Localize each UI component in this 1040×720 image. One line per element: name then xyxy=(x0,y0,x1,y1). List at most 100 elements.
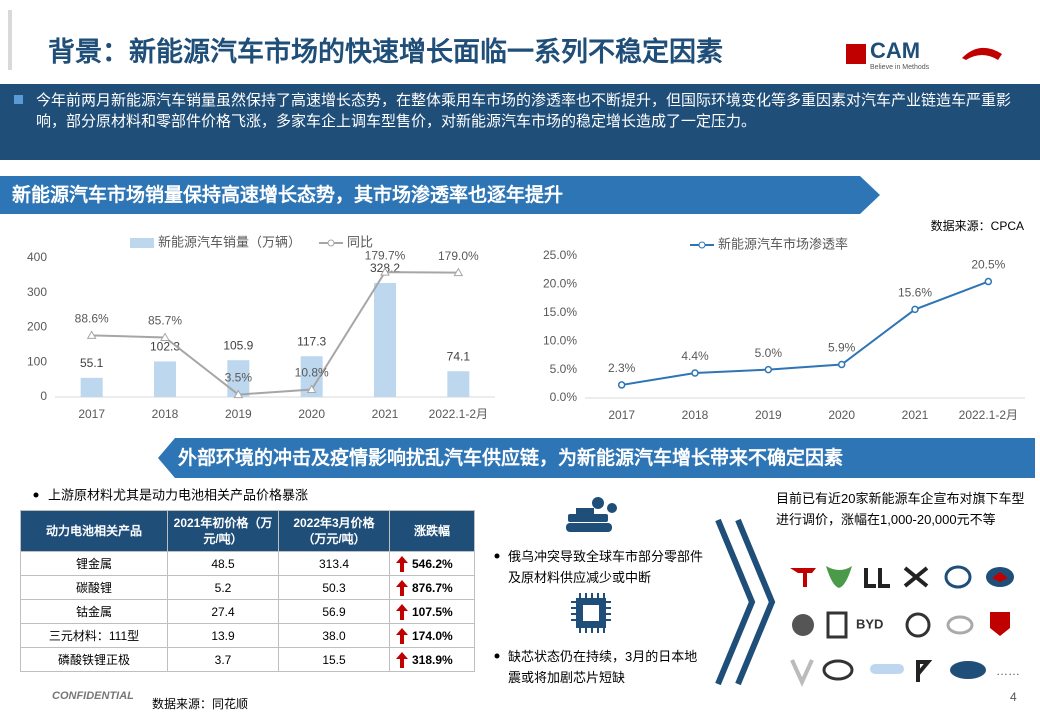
cell: 56.9 xyxy=(278,599,390,624)
cell: 三元材料：111型 xyxy=(20,623,168,648)
header-cell: 涨跌幅 xyxy=(389,510,475,552)
section-banner xyxy=(0,176,880,214)
cell-text: 15.5 xyxy=(322,652,346,667)
up-arrow xyxy=(396,628,408,644)
price-note: 目前已有近20家新能源车企宣布对旗下车型进行调价，涨幅在1,000-20,000… xyxy=(776,491,1025,527)
legend-swatch xyxy=(327,239,335,247)
marker xyxy=(764,365,773,374)
cell: 锂金属 xyxy=(20,551,168,576)
cell-text: 546.2% xyxy=(412,556,453,571)
marker xyxy=(911,305,919,314)
cell: 174.0% xyxy=(389,623,475,648)
cell: 38.0 xyxy=(278,623,390,648)
marker xyxy=(453,267,464,277)
data-label: 179.7% xyxy=(365,248,406,262)
logo-tagline: Believe in Methods xyxy=(870,64,930,71)
data-label: 117.3 xyxy=(297,334,326,348)
bar xyxy=(80,377,103,397)
y-tick-label: 0.0% xyxy=(550,390,578,404)
cell: 13.9 xyxy=(167,623,279,648)
up-arrow xyxy=(396,604,408,620)
header-cell: 动力电池相关产品 xyxy=(20,510,168,552)
x-tick-label: 2022.1-2月 xyxy=(959,408,1018,422)
price-table: 动力电池相关产品 2021年初价格（万元/吨） 2022年3月价格（万元/吨） 涨跌幅… xyxy=(20,510,475,672)
cell-text: 磷酸铁锂正极 xyxy=(57,653,130,667)
cell-text: 钴金属 xyxy=(75,605,112,619)
cell-text: 50.3 xyxy=(322,580,346,595)
cell-text: 3.7 xyxy=(214,652,232,667)
intro-bullet xyxy=(14,95,23,104)
cell: 876.7% xyxy=(389,575,475,600)
cell: 15.5 xyxy=(278,647,390,672)
cell: 3.7 xyxy=(167,647,279,672)
marker xyxy=(837,360,846,369)
cell-text: 56.9 xyxy=(322,604,346,619)
bullet-text: 缺芯状态仍在持续，3月的日本地震或将加剧芯片短缺 xyxy=(508,649,698,685)
intro-bg xyxy=(0,84,1040,160)
cell-text: 318.9% xyxy=(412,652,453,667)
x-tick-label: 2018 xyxy=(152,407,179,421)
marker xyxy=(306,384,317,393)
bullet-text: 俄乌冲突导致全球车市部分零部件及原材料供应减少或中断 xyxy=(508,549,704,585)
table-bullet: 上游原材料尤其是动力电池相关产品价格暴涨 xyxy=(48,487,308,502)
cell: 318.9% xyxy=(389,647,475,672)
cell-text: 13.9 xyxy=(211,628,235,643)
header-cell: 2021年初价格（万元/吨） xyxy=(167,510,279,552)
confidential: CONFIDENTIAL xyxy=(52,690,134,702)
up-arrow xyxy=(396,652,408,668)
data-label: 74.1 xyxy=(447,349,471,363)
line xyxy=(91,271,459,396)
y-tick-label: 300 xyxy=(27,285,47,299)
section-title: 外部环境的冲击及疫情影响扰乱汽车供应链，为新能源汽车增长带来不确定因素 xyxy=(178,446,843,469)
marker xyxy=(86,330,97,339)
up-arrow xyxy=(396,580,408,596)
table: 动力电池相关产品 2021年初价格（万元/吨） 2022年3月价格（万元/吨） 涨跌幅… xyxy=(20,510,475,672)
x-tick-label: 2021 xyxy=(902,408,929,422)
marker xyxy=(691,369,699,377)
legend-label: 同比 xyxy=(347,234,373,249)
data-label: 105.9 xyxy=(223,338,253,352)
marker xyxy=(617,381,626,389)
cell-text: 107.5% xyxy=(412,604,453,619)
chevron xyxy=(735,518,776,686)
cell-text: 38.0 xyxy=(322,628,346,643)
marker xyxy=(380,267,390,276)
bar xyxy=(300,356,323,397)
data-label: 88.6% xyxy=(75,312,109,326)
data-label: 55.1 xyxy=(80,356,104,370)
bar xyxy=(227,360,250,397)
source: 数据来源：CPCA xyxy=(931,218,1024,233)
cell: 碳酸锂 xyxy=(20,575,168,600)
svg-text:BYD: BYD xyxy=(856,616,883,631)
x-tick-label: 2020 xyxy=(828,408,855,422)
data-label: 4.4% xyxy=(681,349,709,363)
bar xyxy=(447,371,470,397)
marker xyxy=(160,332,170,341)
cell-text: 锂金属 xyxy=(75,557,112,571)
logo-mark xyxy=(846,44,866,64)
y-tick-label: 25.0% xyxy=(543,248,577,262)
cell-text: 48.5 xyxy=(211,556,235,571)
cell: 钴金属 xyxy=(20,599,168,624)
x-tick-label: 2021 xyxy=(372,407,399,421)
data-label: 3.5% xyxy=(225,371,253,385)
section-banner xyxy=(158,438,1035,478)
cell-text: 313.4 xyxy=(318,556,350,571)
marker xyxy=(984,277,993,286)
legend-label: 新能源汽车销量（万辆） xyxy=(158,234,301,249)
x-tick-label: 2022.1-2月 xyxy=(429,407,488,421)
cell-text: 5.2 xyxy=(214,580,232,595)
legend-swatch xyxy=(130,238,154,248)
bar xyxy=(374,282,396,397)
cell: 107.5% xyxy=(389,599,475,624)
x-tick-label: 2019 xyxy=(225,407,252,421)
data-label: 15.6% xyxy=(898,286,932,300)
data-label: 20.5% xyxy=(971,258,1005,272)
cell: 磷酸铁锂正极 xyxy=(20,647,168,672)
y-tick-label: 5.0% xyxy=(550,362,578,376)
data-label: 5.9% xyxy=(828,341,856,355)
data-label: 2.3% xyxy=(608,361,636,375)
x-tick-label: 2017 xyxy=(608,408,635,422)
more: …… xyxy=(996,664,1020,678)
